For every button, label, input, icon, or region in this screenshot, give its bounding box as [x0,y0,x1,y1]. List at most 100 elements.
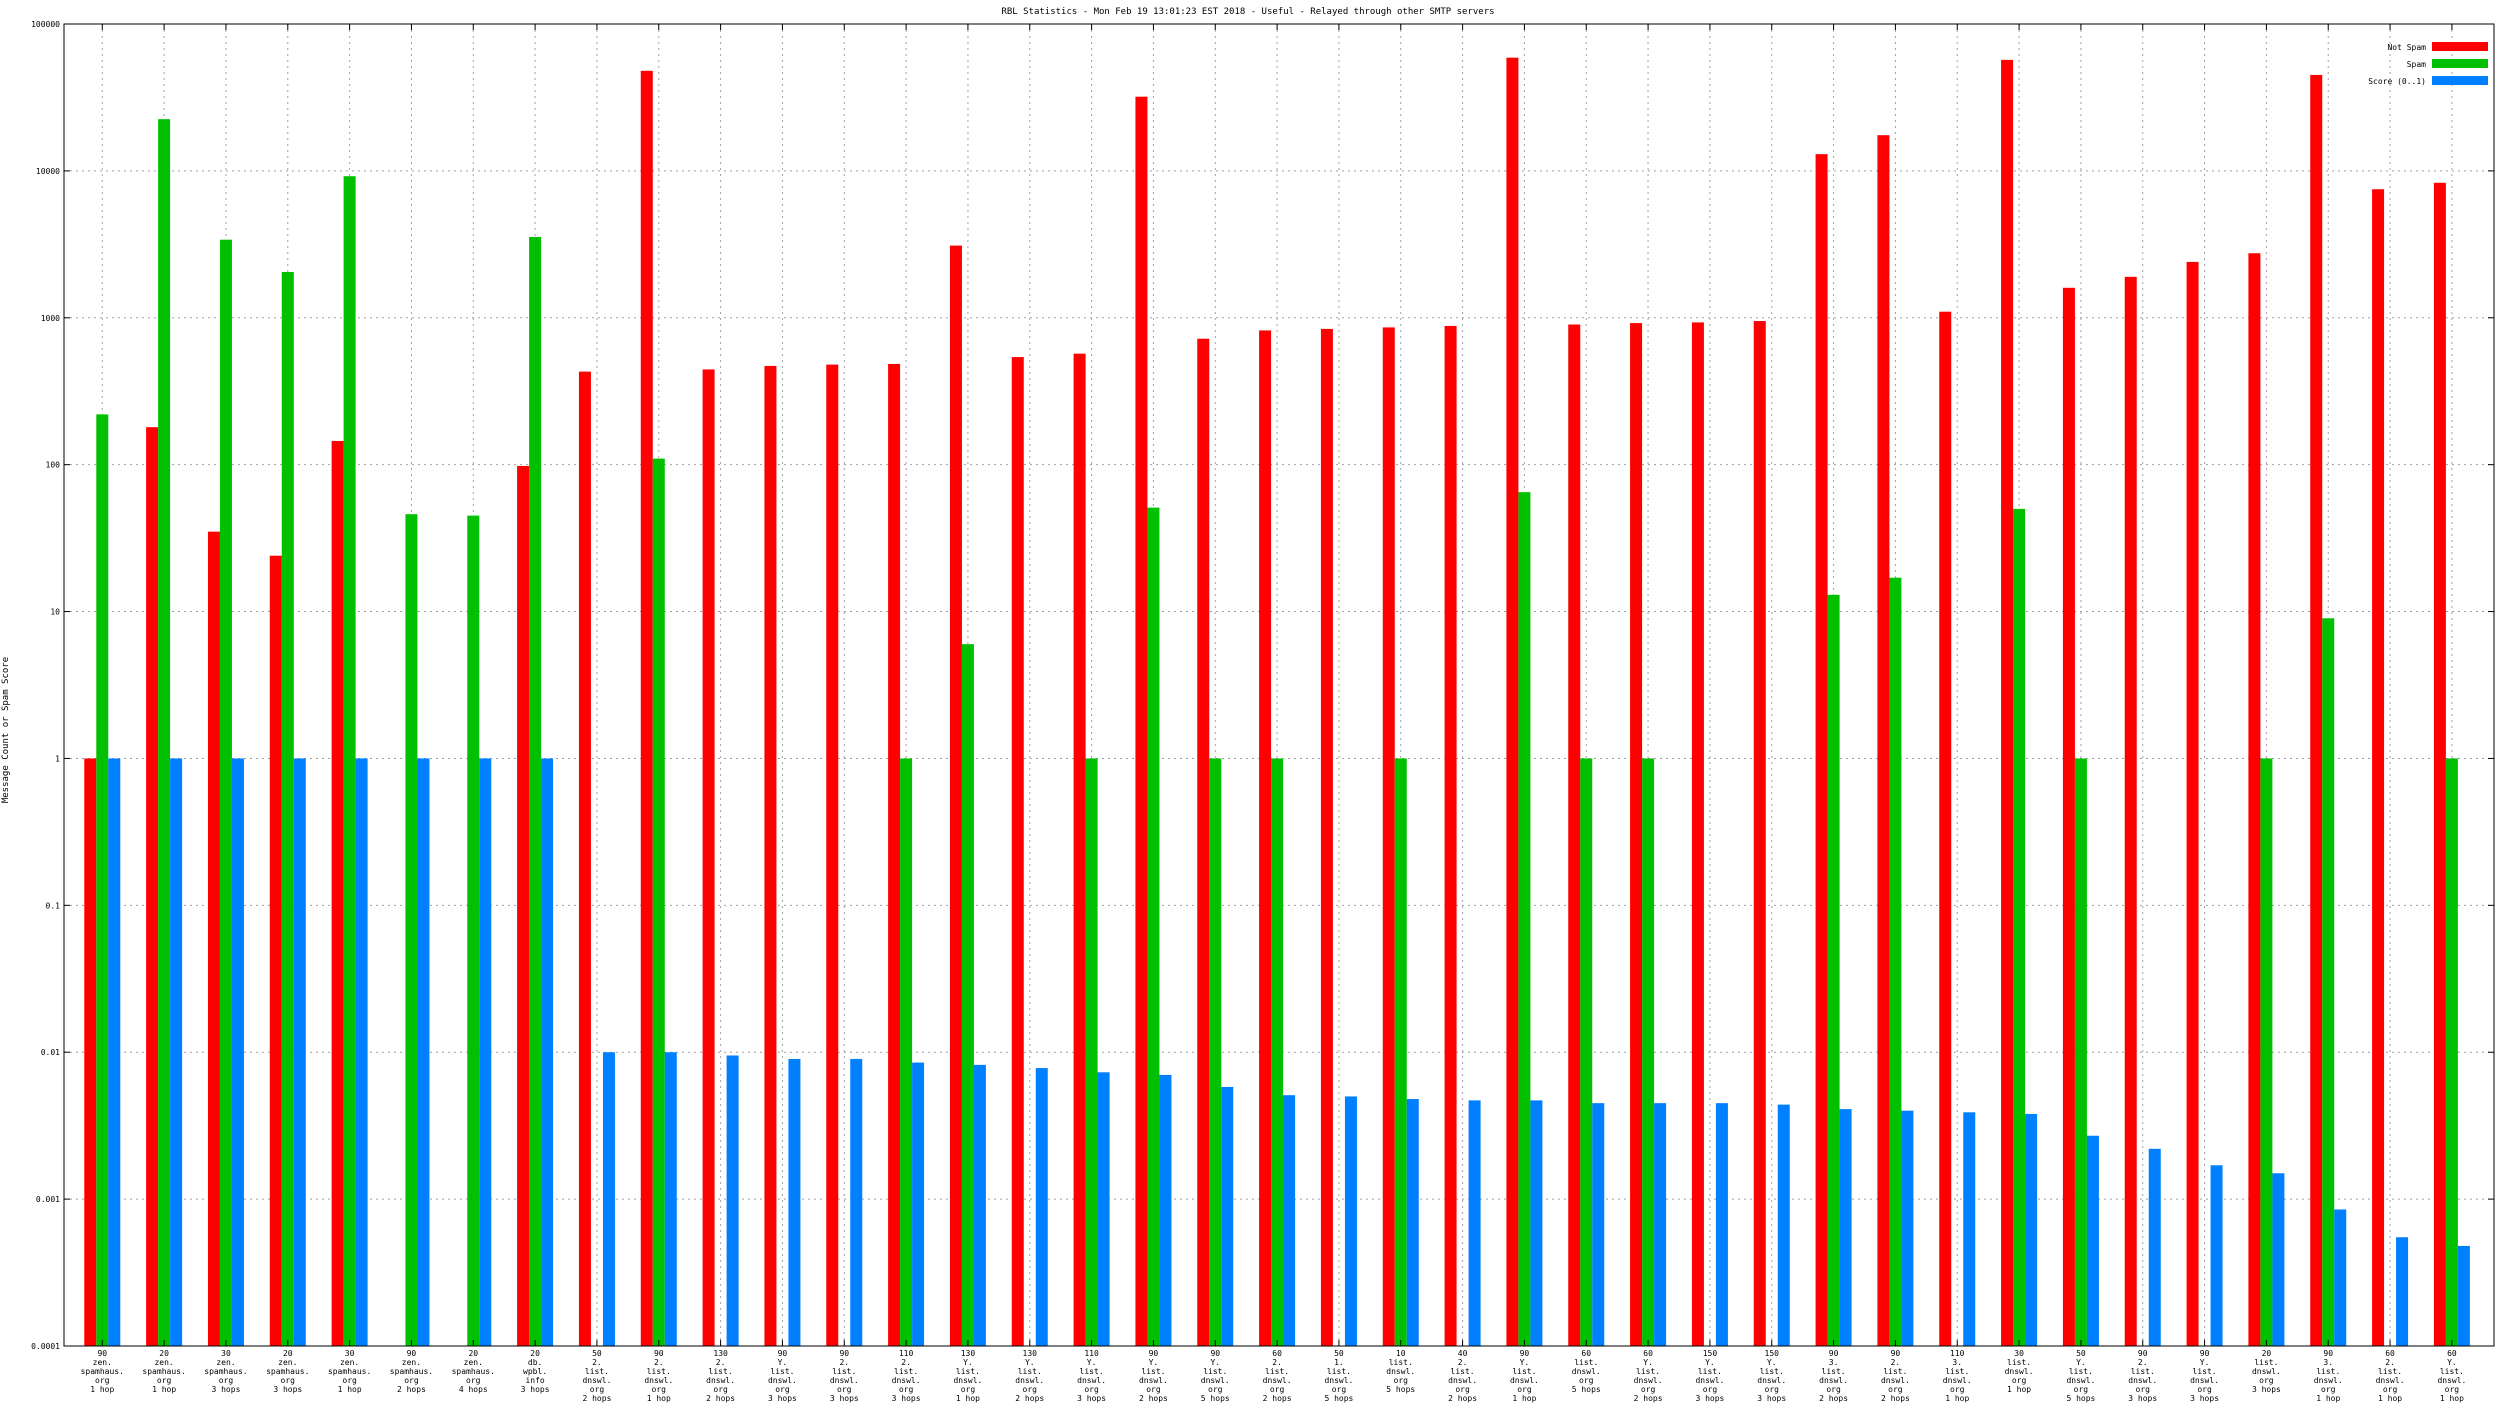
bar-score-0-1 [2025,1113,2038,1346]
y-tick-label: 0.1 [46,901,61,910]
bar-not-spam [84,758,97,1346]
x-tick-label: 50 Y. list. dnswl. org 5 hops [2066,1349,2095,1403]
y-axis-ticks: 0.0001 0.001 0.01 0.1 1 10 100 1000 10000 100000 [31,20,2494,1351]
x-tick-label: 30 list. dnswl. org 1 hop [2005,1349,2034,1394]
bar-score-0-1 [170,758,183,1346]
bar-score-0-1 [1468,1100,1481,1346]
x-tick-label: 90 zen. spamhaus. org 2 hops [390,1349,433,1394]
x-tick-label: 40 2. list. dnswl. org 2 hops [1448,1349,1477,1403]
bar-score-0-1 [2457,1245,2470,1346]
bar-not-spam [1073,353,1086,1346]
bar-not-spam [764,365,777,1346]
x-tick-label: 60 list. dnswl. org 5 hops [1572,1349,1601,1394]
bar-spam [652,458,665,1346]
bar-not-spam [2310,74,2323,1347]
bar-not-spam [888,363,901,1346]
bar-spam [2013,508,2026,1346]
y-tick-label: 0.001 [36,1195,60,1204]
bar-not-spam [640,70,653,1346]
bar-not-spam [1939,311,1952,1347]
bar-not-spam [1691,322,1704,1346]
bar-not-spam [1630,323,1643,1347]
y-tick-label: 1 [55,754,60,763]
bar-not-spam [2186,261,2199,1347]
bar-not-spam [2372,189,2385,1347]
bar-not-spam [2062,287,2075,1347]
x-tick-label: 90 zen. spamhaus. org 1 hop [81,1349,124,1394]
bar-spam [2322,618,2335,1346]
bar-score-0-1 [417,758,430,1346]
bar-not-spam [517,465,530,1346]
bar-score-0-1 [1530,1100,1543,1346]
bar-score-0-1 [2148,1148,2161,1346]
x-tick-label: 60 2. list. dnswl. org 2 hops [1263,1349,1292,1403]
bar-not-spam [146,427,159,1346]
bar-score-0-1 [479,758,492,1346]
x-tick-label: 50 2. list. dnswl. org 2 hops [582,1349,611,1403]
bar-spam [2260,758,2273,1346]
bar-not-spam [578,371,591,1346]
bar-score-0-1 [541,758,554,1346]
plot-frame [63,23,2495,1347]
bar-spam [1394,758,1407,1346]
bar-spam [2074,758,2087,1346]
bar-spam [2445,758,2458,1346]
bar-spam [1147,507,1160,1347]
legend: Not Spam Spam Score (0..1) [2368,42,2488,86]
y-tick-label: 0.0001 [31,1342,60,1351]
bar-not-spam [1815,154,1828,1347]
bar-score-0-1 [602,1052,615,1346]
bar-score-0-1 [231,758,244,1346]
bar-spam [467,515,480,1346]
x-tick-label: 60 Y. list. dnswl. org 2 hops [1634,1349,1663,1403]
x-axis-ticks: 90 zen. spamhaus. org 1 hop 20 zen. spamhaus. or… [81,24,2466,1403]
y-axis-label: Message Count or Spam Score [1,657,11,803]
bar-spam [158,119,171,1346]
bar-not-spam [2248,253,2261,1347]
bar-score-0-1 [912,1062,925,1346]
x-tick-label: 90 2. list. dnswl. org 2 hops [1881,1349,1910,1403]
bar-not-spam [949,245,962,1347]
x-tick-label: 90 Y. list. dnswl. org 2 hops [1139,1349,1168,1403]
bar-spam [1889,577,1902,1346]
bar-score-0-1 [1221,1086,1234,1346]
x-tick-label: 90 Y. list. dnswl. org 3 hops [2190,1349,2219,1403]
bar-spam [961,644,974,1346]
bar-not-spam [331,440,344,1346]
x-tick-label: 90 2. list. dnswl. org 3 hops [830,1349,859,1403]
bar-spam [1827,594,1840,1346]
bar-not-spam [1382,327,1395,1346]
bar-score-0-1 [1406,1099,1419,1346]
x-tick-label: 90 Y. list. dnswl. org 3 hops [768,1349,797,1403]
x-tick-label: 130 2. list. dnswl. org 2 hops [706,1349,735,1403]
legend-label: Not Spam [2387,43,2426,52]
x-tick-label: 90 2. list. dnswl. org 3 hops [2128,1349,2157,1403]
bar-spam [281,271,294,1346]
x-tick-label: 60 2. list. dnswl. org 1 hop [2376,1349,2405,1403]
bar-not-spam [1877,135,1890,1346]
bar-not-spam [1135,96,1148,1346]
x-tick-label: 50 1. list. dnswl. org 5 hops [1324,1349,1353,1403]
bar-not-spam [826,364,839,1347]
bar-score-0-1 [1097,1072,1110,1346]
x-tick-label: 20 zen. spamhaus. org 1 hop [142,1349,185,1394]
x-tick-label: 20 zen. spamhaus. org 4 hops [452,1349,495,1394]
bar-not-spam [1506,57,1519,1346]
x-tick-label: 90 2. list. dnswl. org 1 hop [644,1349,673,1403]
bar-score-0-1 [1283,1095,1296,1346]
y-tick-label: 0.01 [41,1048,60,1057]
x-tick-label: 10 list. dnswl. org 5 hops [1386,1349,1415,1394]
bar-spam [1518,492,1531,1347]
bar-not-spam [1011,357,1024,1346]
bar-not-spam [702,369,715,1346]
bar-score-0-1 [1592,1103,1605,1346]
bar-not-spam [1197,338,1210,1347]
bar-score-0-1 [108,758,121,1346]
bar-score-0-1 [1777,1104,1790,1346]
x-tick-label: 60 Y. list. dnswl. org 1 hop [2437,1349,2466,1403]
bar-score-0-1 [1159,1074,1172,1346]
x-tick-label: 20 zen. spamhaus. org 3 hops [266,1349,309,1394]
legend-label: Spam [2407,60,2426,69]
bar-spam [405,514,418,1346]
bar-score-0-1 [2272,1173,2285,1346]
